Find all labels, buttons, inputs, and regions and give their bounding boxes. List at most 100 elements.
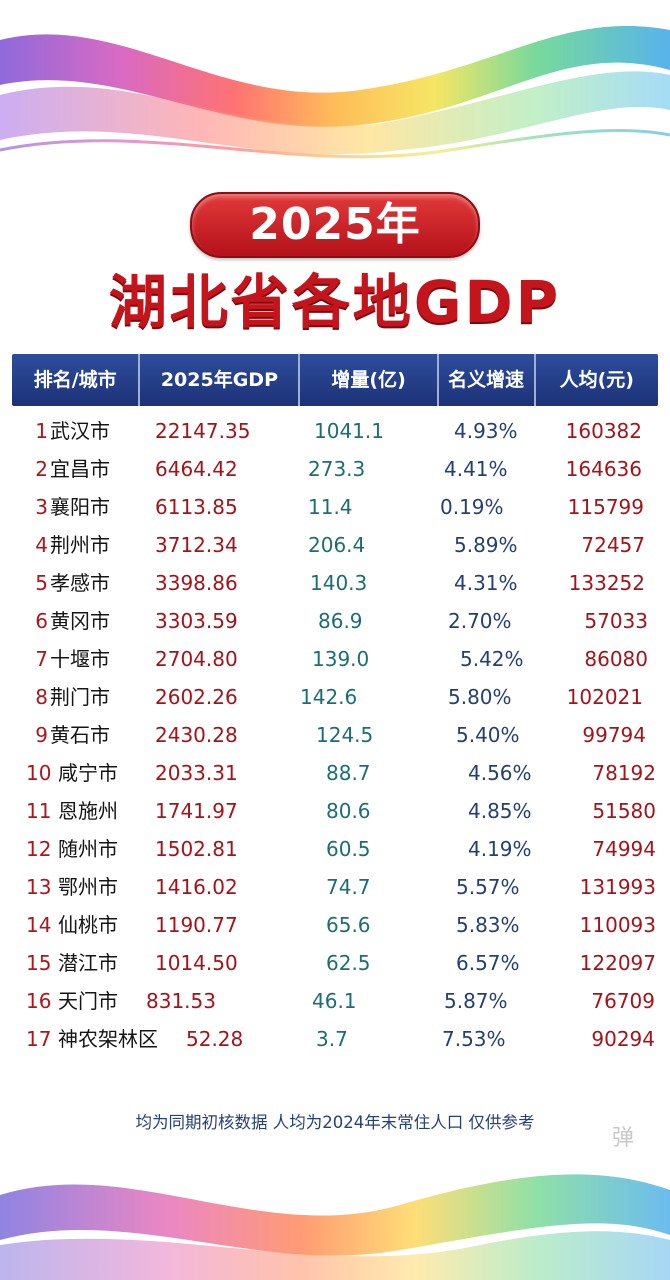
city-name: 随州市	[58, 837, 118, 861]
table-row: 3 襄阳市 6113.85 11.4 0.19% 115799	[12, 488, 658, 526]
increase-value: 206.4	[308, 533, 366, 557]
growth-rate: 4.41%	[444, 457, 508, 481]
gdp-value: 52.28	[186, 1027, 244, 1051]
city-name: 天门市	[58, 989, 118, 1013]
gdp-value: 2602.26	[155, 685, 238, 709]
rank-number: 17	[26, 1027, 52, 1051]
growth-rate: 4.85%	[468, 799, 532, 823]
per-capita-value: 57033	[584, 609, 648, 633]
gdp-table: 排名/城市 2025年GDP 增量(亿) 名义增速 人均(元) 1 武汉市 2214…	[12, 354, 658, 1058]
increase-value: 11.4	[308, 495, 353, 519]
column-header-gdp: 2025年GDP	[140, 354, 301, 406]
gdp-value: 1741.97	[155, 799, 238, 823]
growth-rate: 5.83%	[456, 913, 520, 937]
gdp-value: 3712.34	[155, 533, 238, 557]
city-name: 黄冈市	[50, 609, 110, 633]
rank-number: 12	[26, 837, 52, 861]
rank-number: 1	[35, 419, 48, 443]
rank-number: 4	[35, 533, 48, 557]
rank-number: 3	[35, 495, 48, 519]
growth-rate: 5.40%	[456, 723, 520, 747]
growth-rate: 4.19%	[468, 837, 532, 861]
page-title: 湖北省各地GDP	[108, 268, 562, 336]
increase-value: 139.0	[312, 647, 370, 671]
gdp-value: 6464.42	[155, 457, 238, 481]
table-row: 2 宜昌市 6464.42 273.3 4.41% 164636	[12, 450, 658, 488]
gdp-value: 1416.02	[155, 875, 238, 899]
rank-number: 7	[35, 647, 48, 671]
table-row: 13 鄂州市 1416.02 74.7 5.57% 131993	[12, 868, 658, 906]
rank-number: 2	[35, 457, 48, 481]
growth-rate: 5.57%	[456, 875, 520, 899]
per-capita-value: 131993	[579, 875, 656, 899]
increase-value: 124.5	[316, 723, 374, 747]
table-header: 排名/城市 2025年GDP 增量(亿) 名义增速 人均(元)	[12, 354, 658, 406]
gdp-value: 2430.28	[155, 723, 238, 747]
table-row: 11 恩施州 1741.97 80.6 4.85% 51580	[12, 792, 658, 830]
increase-value: 1041.1	[314, 419, 384, 443]
city-name: 十堰市	[50, 647, 110, 671]
gdp-value: 3303.59	[155, 609, 238, 633]
city-name: 仙桃市	[58, 913, 118, 937]
gdp-value: 831.53	[146, 989, 216, 1013]
table-row: 17 神农架林区 52.28 3.7 7.53% 90294	[12, 1020, 658, 1058]
city-name: 襄阳市	[50, 495, 110, 519]
increase-value: 86.9	[318, 609, 363, 633]
growth-rate: 6.57%	[456, 951, 520, 975]
growth-rate: 4.56%	[468, 761, 532, 785]
table-row: 7 十堰市 2704.80 139.0 5.42% 86080	[12, 640, 658, 678]
per-capita-value: 110093	[579, 913, 656, 937]
increase-value: 3.7	[316, 1027, 348, 1051]
year-badge: 2025年	[190, 192, 480, 258]
table-row: 16 天门市 831.53 46.1 5.87% 76709	[12, 982, 658, 1020]
per-capita-value: 76709	[591, 989, 655, 1013]
table-row: 14 仙桃市 1190.77 65.6 5.83% 110093	[12, 906, 658, 944]
gdp-value: 6113.85	[155, 495, 238, 519]
per-capita-value: 72457	[581, 533, 645, 557]
gdp-value: 2033.31	[155, 761, 238, 785]
city-name: 武汉市	[50, 419, 110, 443]
gdp-value: 1014.50	[155, 951, 238, 975]
city-name: 黄石市	[50, 723, 110, 747]
growth-rate: 4.31%	[454, 571, 518, 595]
footnote: 均为同期初核数据 人均为2024年末常住人口 仅供参考	[135, 1113, 535, 1132]
growth-rate: 2.70%	[448, 609, 512, 633]
increase-value: 80.6	[326, 799, 371, 823]
city-name: 荆州市	[50, 533, 110, 557]
increase-value: 60.5	[326, 837, 371, 861]
city-name: 宜昌市	[50, 457, 110, 481]
rank-number: 8	[35, 685, 48, 709]
city-name: 神农架林区	[58, 1027, 158, 1051]
growth-rate: 5.89%	[454, 533, 518, 557]
increase-value: 273.3	[308, 457, 366, 481]
rainbow-ribbon-bottom	[0, 1174, 670, 1280]
per-capita-value: 102021	[566, 685, 643, 709]
per-capita-value: 78192	[592, 761, 656, 785]
rank-number: 10	[26, 761, 52, 785]
rank-number: 13	[26, 875, 52, 899]
city-name: 咸宁市	[58, 761, 118, 785]
column-header-growth: 名义增速	[439, 354, 536, 406]
table-row: 12 随州市 1502.81 60.5 4.19% 74994	[12, 830, 658, 868]
table-row: 15 潜江市 1014.50 62.5 6.57% 122097	[12, 944, 658, 982]
gdp-value: 3398.86	[155, 571, 238, 595]
table-row: 5 孝感市 3398.86 140.3 4.31% 133252	[12, 564, 658, 602]
rank-number: 11	[26, 799, 52, 823]
growth-rate: 7.53%	[442, 1027, 506, 1051]
rank-number: 9	[35, 723, 48, 747]
gdp-value: 1502.81	[155, 837, 238, 861]
rank-number: 5	[35, 571, 48, 595]
growth-rate: 5.42%	[460, 647, 524, 671]
rank-number: 15	[26, 951, 52, 975]
rank-number: 16	[26, 989, 52, 1013]
per-capita-value: 86080	[584, 647, 648, 671]
rainbow-ribbon-top	[0, 25, 670, 159]
table-row: 4 荆州市 3712.34 206.4 5.89% 72457	[12, 526, 658, 564]
table-body: 1 武汉市 22147.35 1041.1 4.93% 160382 2 宜昌市 6464.42…	[12, 412, 658, 1058]
growth-rate: 5.80%	[448, 685, 512, 709]
per-capita-value: 51580	[592, 799, 656, 823]
watermark: 弹	[612, 1126, 635, 1151]
city-name: 孝感市	[50, 571, 110, 595]
per-capita-value: 74994	[592, 837, 656, 861]
growth-rate: 0.19%	[440, 495, 504, 519]
